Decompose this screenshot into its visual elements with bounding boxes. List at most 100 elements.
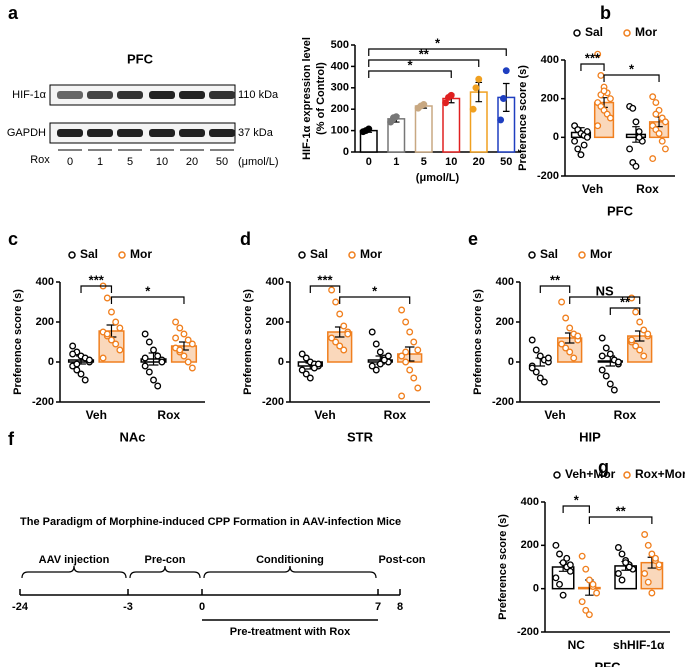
legend-marker bbox=[348, 251, 356, 259]
data-point bbox=[583, 128, 591, 135]
data-point bbox=[141, 354, 149, 362]
data-point bbox=[180, 330, 188, 338]
x-tick-label: Veh bbox=[582, 182, 603, 196]
data-point bbox=[141, 330, 149, 338]
data-point bbox=[640, 352, 648, 360]
data-point bbox=[559, 559, 567, 567]
data-point bbox=[328, 286, 336, 294]
phase-label: AAV injection bbox=[39, 554, 110, 566]
data-point bbox=[598, 366, 606, 374]
data-point bbox=[402, 358, 410, 366]
data-point bbox=[644, 541, 652, 549]
x-label: (μmol/L) bbox=[416, 172, 460, 184]
data-point bbox=[632, 308, 640, 316]
data-point bbox=[562, 314, 570, 322]
x-tick-label: Veh bbox=[544, 408, 565, 422]
data-point bbox=[618, 576, 626, 584]
y-tick-label: 0 bbox=[278, 356, 284, 368]
blot-lane: 5 bbox=[127, 156, 133, 168]
data-point bbox=[606, 114, 614, 122]
legend-label: Mor bbox=[590, 247, 612, 261]
x-label: STR bbox=[347, 429, 374, 444]
blot-lane: 50 bbox=[216, 156, 228, 168]
x-tick-label: Rox bbox=[614, 408, 637, 422]
x-tick-label: Veh bbox=[314, 408, 335, 422]
sig-label: *** bbox=[89, 272, 105, 287]
blot-band bbox=[149, 129, 175, 137]
timeline-title: The Paradigm of Morphine-induced CPP For… bbox=[20, 516, 401, 528]
data-point bbox=[314, 360, 322, 368]
sig-bracket bbox=[80, 285, 113, 293]
data-point bbox=[578, 552, 586, 560]
data-point bbox=[332, 338, 340, 346]
data-point bbox=[302, 354, 310, 362]
data-point bbox=[632, 342, 640, 350]
legend-label: Sal bbox=[585, 25, 603, 39]
y-tick-label: 200 bbox=[331, 103, 349, 115]
data-point bbox=[410, 338, 418, 346]
data-point bbox=[336, 342, 344, 350]
data-point bbox=[559, 591, 567, 599]
sig-label: * bbox=[145, 283, 151, 298]
data-point bbox=[636, 318, 644, 326]
data-point bbox=[154, 352, 162, 360]
legend-label: Mor bbox=[130, 247, 152, 261]
x-tick-label: 5 bbox=[421, 156, 427, 168]
data-point bbox=[103, 294, 111, 302]
data-point bbox=[402, 348, 410, 356]
data-point bbox=[145, 368, 153, 376]
y-label: Preference score (s) bbox=[242, 289, 254, 395]
timeline-tick-label: 7 bbox=[375, 601, 381, 613]
x-tick-label: 10 bbox=[445, 156, 457, 168]
y-tick-label: 400 bbox=[266, 276, 284, 288]
blot-band bbox=[57, 91, 83, 99]
brace bbox=[21, 565, 127, 579]
data-point bbox=[406, 328, 414, 336]
data-point bbox=[594, 122, 602, 130]
sig-label: * bbox=[435, 35, 441, 50]
data-point bbox=[69, 342, 77, 350]
data-point bbox=[392, 113, 400, 121]
data-point bbox=[176, 324, 184, 332]
data-point bbox=[644, 330, 652, 338]
sig-bracket bbox=[339, 296, 411, 304]
data-point bbox=[566, 348, 574, 356]
y-tick-label: 0 bbox=[553, 131, 559, 143]
legend-marker bbox=[623, 29, 631, 37]
legend-marker bbox=[573, 29, 581, 37]
data-point bbox=[380, 356, 388, 364]
data-point bbox=[606, 95, 614, 103]
data-point bbox=[629, 104, 637, 112]
x-tick-label: Veh bbox=[86, 408, 107, 422]
data-point bbox=[528, 364, 536, 372]
blot-band bbox=[179, 129, 205, 137]
data-point bbox=[570, 354, 578, 362]
sig-bracket bbox=[368, 59, 480, 67]
data-point bbox=[532, 368, 540, 376]
blot-unit: (μmol/L) bbox=[238, 156, 279, 168]
data-point bbox=[85, 356, 93, 364]
blot-row-label: GAPDH bbox=[7, 127, 46, 139]
data-point bbox=[302, 370, 310, 378]
x-tick-label: Rox bbox=[636, 182, 659, 196]
data-point bbox=[372, 366, 380, 374]
data-point bbox=[648, 550, 656, 558]
blot-band bbox=[179, 91, 205, 99]
blot-treatment: Rox bbox=[30, 154, 50, 166]
data-point bbox=[640, 326, 648, 334]
data-point bbox=[340, 346, 348, 354]
y-tick-label: 0 bbox=[508, 356, 514, 368]
y-tick-label: 400 bbox=[521, 496, 539, 508]
y-tick-label: 400 bbox=[331, 60, 349, 72]
data-point bbox=[99, 354, 107, 362]
data-point bbox=[600, 87, 608, 95]
data-point bbox=[602, 344, 610, 352]
data-point bbox=[598, 352, 606, 360]
panel-label: e bbox=[468, 229, 478, 249]
data-point bbox=[536, 352, 544, 360]
data-point bbox=[582, 565, 590, 573]
y-tick-label: 200 bbox=[36, 316, 54, 328]
panel-label: c bbox=[8, 229, 18, 249]
x-tick-label: NC bbox=[568, 638, 586, 652]
sig-label: *** bbox=[317, 272, 333, 287]
